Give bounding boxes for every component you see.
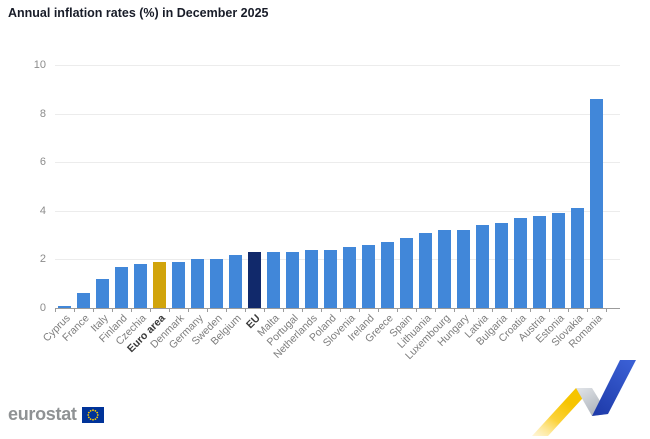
- bar-estonia[interactable]: [552, 213, 565, 308]
- eu-flag-icon: [81, 406, 104, 423]
- bar-bulgaria[interactable]: [495, 222, 508, 308]
- x-axis-tick: [397, 309, 398, 312]
- gridline-8: [55, 113, 620, 115]
- x-axis-tick: [435, 309, 436, 312]
- x-axis-tick: [302, 309, 303, 312]
- bar-sweden[interactable]: [210, 259, 223, 308]
- bar-france[interactable]: [77, 293, 90, 308]
- gridline-2: [55, 259, 620, 261]
- bar-ireland[interactable]: [362, 244, 375, 308]
- eurostat-logo-text: eurostat: [8, 404, 77, 424]
- bar-romania[interactable]: [590, 99, 603, 308]
- x-axis-tick: [207, 309, 208, 312]
- bar-italy[interactable]: [96, 278, 109, 308]
- bar-czechia[interactable]: [134, 264, 147, 308]
- bar-croatia[interactable]: [514, 218, 527, 308]
- bar-latvia[interactable]: [476, 225, 489, 308]
- x-axis-tick: [93, 309, 94, 312]
- y-axis-tick-label: 10: [33, 59, 46, 71]
- bar-denmark[interactable]: [172, 261, 185, 308]
- x-axis-tick: [530, 309, 531, 312]
- x-axis-tick: [188, 309, 189, 312]
- bar-slovakia[interactable]: [571, 208, 584, 308]
- bar-poland[interactable]: [324, 249, 337, 308]
- x-axis-tick: [587, 309, 588, 312]
- x-axis-tick: [112, 309, 113, 312]
- x-axis-tick: [131, 309, 132, 312]
- x-axis-tick: [55, 309, 56, 312]
- bar-portugal[interactable]: [286, 252, 299, 308]
- bar-malta[interactable]: [267, 252, 280, 308]
- x-axis-tick: [454, 309, 455, 312]
- x-axis-tick: [74, 309, 75, 312]
- gridline-10: [55, 65, 620, 66]
- x-axis-tick: [606, 309, 607, 312]
- x-axis-tick: [264, 309, 265, 312]
- y-axis-tick-label: 0: [39, 302, 46, 314]
- gridline-6: [55, 162, 620, 164]
- x-axis-tick: [340, 309, 341, 312]
- x-axis-tick: [321, 309, 322, 312]
- bar-belgium[interactable]: [229, 254, 242, 308]
- bar-greece[interactable]: [381, 242, 394, 308]
- x-axis-tick: [511, 309, 512, 312]
- bar-eu[interactable]: [248, 252, 261, 308]
- x-axis-tick: [150, 309, 151, 312]
- x-axis-tick: [378, 309, 379, 312]
- x-axis-tick: [492, 309, 493, 312]
- bar-slovenia[interactable]: [343, 247, 356, 308]
- x-axis-tick: [473, 309, 474, 312]
- x-axis-line: [55, 308, 620, 309]
- y-axis-tick-label: 6: [39, 156, 46, 169]
- bar-hungary[interactable]: [457, 230, 470, 308]
- bar-netherlands[interactable]: [305, 249, 318, 308]
- y-axis-tick-label: 4: [39, 204, 46, 217]
- x-axis-tick: [226, 309, 227, 312]
- x-axis-tick: [283, 309, 284, 312]
- bar-germany[interactable]: [191, 259, 204, 308]
- x-axis-tick: [568, 309, 569, 312]
- bar-lithuania[interactable]: [419, 232, 432, 308]
- x-axis-tick: [245, 309, 246, 312]
- x-axis-tick: [359, 309, 360, 312]
- x-axis-tick: [169, 309, 170, 312]
- y-axis-tick-label: 2: [39, 253, 46, 266]
- x-axis-tick: [549, 309, 550, 312]
- bar-austria[interactable]: [533, 215, 546, 308]
- chart-title: Annual inflation rates (%) in December 2…: [8, 6, 269, 20]
- gridline-4: [55, 210, 620, 212]
- y-axis-tick-label: 8: [39, 107, 46, 120]
- bar-cyprus[interactable]: [58, 305, 71, 308]
- trend-ribbon-graphic: [532, 360, 636, 436]
- bar-luxembourg[interactable]: [438, 230, 451, 308]
- bar-euro-area[interactable]: [153, 261, 166, 308]
- bar-finland[interactable]: [115, 266, 128, 308]
- eurostat-logo[interactable]: eurostat: [8, 404, 104, 425]
- bar-spain[interactable]: [400, 237, 413, 308]
- x-axis-tick: [416, 309, 417, 312]
